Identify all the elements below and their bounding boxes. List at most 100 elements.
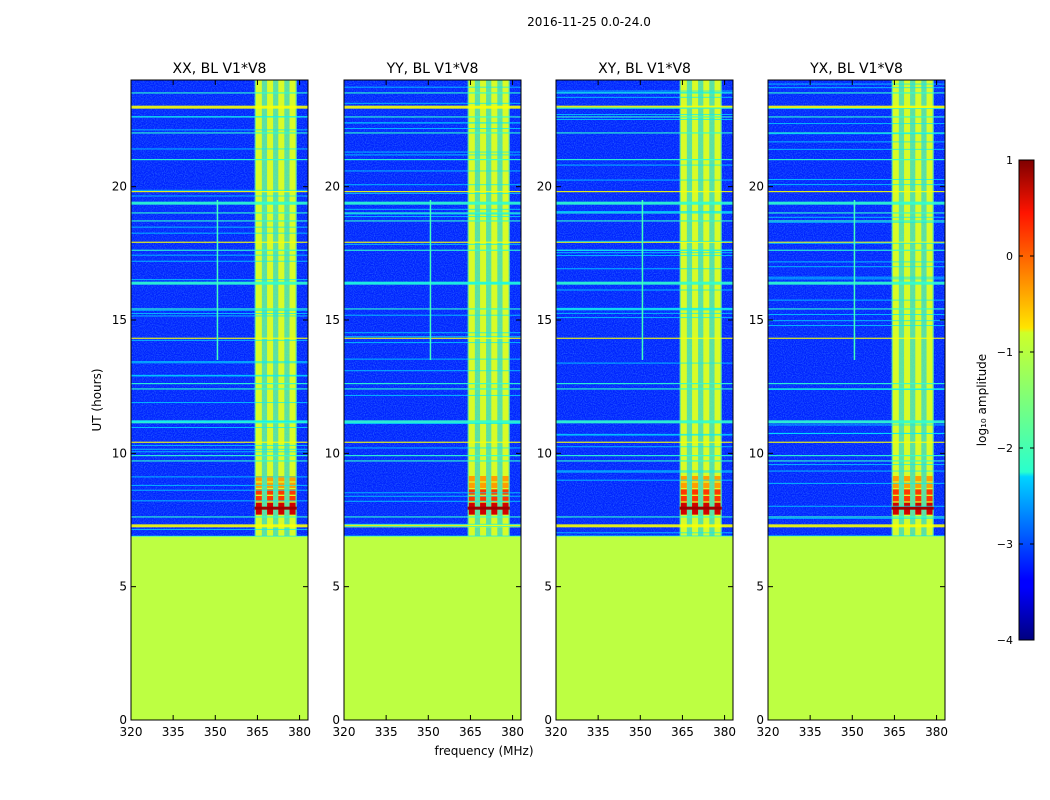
colorbar-tick-label: −2 [997, 442, 1013, 455]
peak-cell [491, 509, 498, 515]
peak-cell [289, 509, 296, 515]
peak-cell [703, 509, 710, 515]
peak-line [467, 506, 510, 510]
rfi-line [768, 337, 945, 339]
rfi-line [768, 464, 945, 466]
peak-cell [278, 476, 285, 482]
peak-cell [692, 509, 699, 515]
rfi-line [344, 500, 521, 502]
y-tick-label: 5 [119, 580, 127, 594]
horizontal-lines [556, 90, 733, 537]
x-tick-label: 380 [713, 725, 736, 739]
rfi-line [131, 402, 308, 404]
rfi-line [768, 281, 945, 285]
rfi-line [344, 122, 521, 124]
rfi-line [768, 159, 945, 161]
rfi-line [344, 460, 521, 462]
peak-cell [714, 476, 721, 482]
peak-cell [892, 476, 899, 482]
band-stripe [289, 80, 296, 536]
peak-cell [703, 496, 710, 502]
rfi-line [344, 535, 521, 537]
rfi-line [344, 420, 521, 424]
band-stripe [491, 80, 498, 536]
peak-cell [714, 496, 721, 502]
rfi-line [556, 434, 733, 436]
rfi-line [131, 535, 308, 537]
rfi-line [131, 361, 308, 363]
emission-band [254, 80, 297, 536]
rfi-line [556, 252, 733, 254]
rfi-line [344, 92, 521, 94]
horizontal-lines [768, 83, 945, 537]
peak-cell [278, 496, 285, 502]
rfi-line [556, 90, 733, 92]
peak-cell [915, 482, 922, 488]
peak-cell [468, 496, 475, 502]
x-tick-label: 335 [375, 725, 398, 739]
y-tick-label: 15 [749, 313, 764, 327]
y-tick-label: 15 [325, 313, 340, 327]
no-data-region [344, 536, 521, 720]
rfi-line [344, 241, 521, 243]
x-tick-label: 365 [883, 725, 906, 739]
rfi-line [556, 479, 733, 481]
rfi-line [768, 87, 945, 89]
x-axis-label: frequency (MHz) [434, 744, 533, 758]
peak-cell [289, 489, 296, 495]
rfi-line [556, 201, 733, 205]
rfi-line [556, 337, 733, 339]
rfi-line [344, 128, 521, 130]
band-stripe [468, 80, 475, 536]
rfi-line [556, 446, 733, 448]
peak-cell [278, 509, 285, 515]
y-axis-label: UT (hours) [90, 368, 104, 431]
rfi-line [344, 370, 521, 372]
rfi-line [344, 314, 521, 316]
rfi-line [344, 102, 521, 104]
panel-frame [343, 79, 522, 721]
rfi-line [768, 455, 945, 457]
rfi-line [131, 489, 308, 491]
rfi-line [768, 383, 945, 385]
peak-cell [480, 502, 487, 508]
rfi-line [131, 528, 308, 530]
rfi-line [768, 320, 945, 322]
rfi-line [131, 254, 308, 256]
rfi-line [556, 362, 733, 364]
rfi-line [556, 107, 733, 109]
rfi-line [344, 282, 521, 284]
rfi-line [556, 116, 733, 118]
rfi-line [131, 362, 308, 364]
colorbar-tick-label: −3 [997, 538, 1013, 551]
peak-cell [468, 489, 475, 495]
rfi-line [768, 108, 945, 110]
peak-cell [491, 489, 498, 495]
x-tick-label: 335 [587, 725, 610, 739]
peak-cell [926, 509, 933, 515]
rfi-line [131, 129, 308, 131]
rfi-line [768, 178, 945, 180]
peak-cell [468, 476, 475, 482]
rfi-line [768, 133, 945, 135]
rfi-line [131, 212, 308, 214]
band-stripe [278, 80, 285, 536]
y-tick-label: 20 [112, 180, 127, 194]
peak-cell [255, 509, 262, 515]
rfi-line [768, 242, 945, 244]
y-tick-label: 10 [749, 446, 764, 460]
colorbar-ticks: 1 0 −1 −2 −3 −4 [997, 154, 1034, 647]
rfi-line [556, 281, 733, 285]
rfi-line [556, 268, 733, 270]
peak-cell [892, 496, 899, 502]
rfi-line [131, 148, 308, 150]
rfi-line [344, 201, 521, 205]
rfi-line [768, 116, 945, 118]
x-tick-label: 350 [417, 725, 440, 739]
rfi-line [344, 170, 521, 172]
peak-cell [714, 509, 721, 515]
x-tick-label: 380 [501, 725, 524, 739]
x-tick-label: 380 [925, 725, 948, 739]
rfi-line [768, 432, 945, 434]
peak-cell [255, 476, 262, 482]
